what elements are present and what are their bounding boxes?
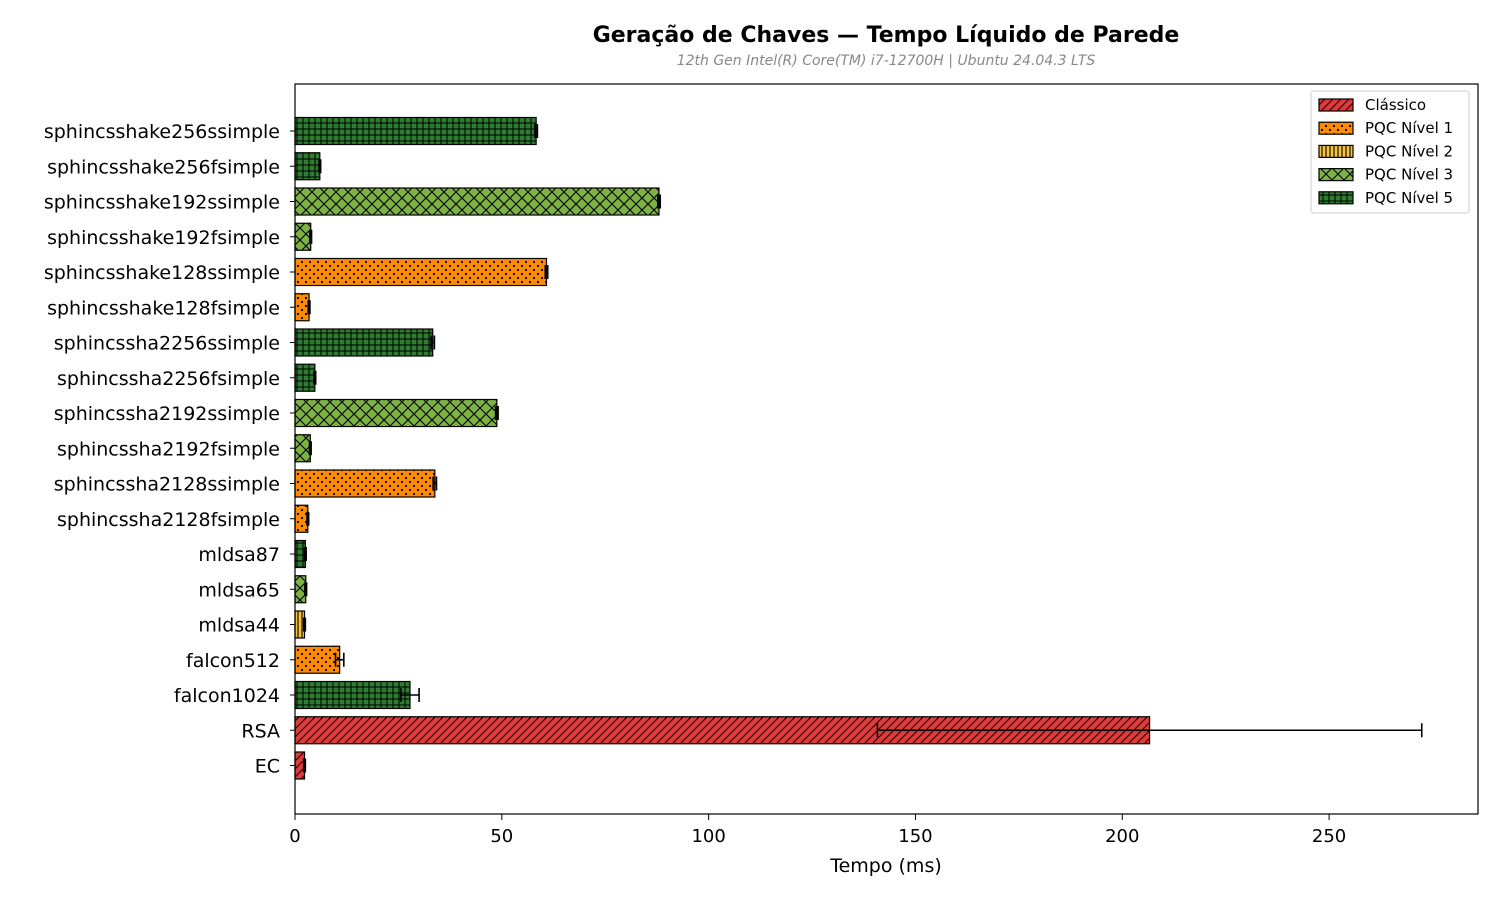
bar-sphincssha2128fsimple (294, 504, 309, 533)
legend-swatch (1318, 168, 1354, 182)
legend-label: PQC Nível 5 (1365, 189, 1453, 207)
legend-label: PQC Nível 1 (1365, 119, 1453, 137)
error-bar-sphincsshake192fsimple (309, 229, 313, 244)
bar-sphincsshake256fsimple (294, 152, 321, 181)
x-tick-label: 250 (1312, 826, 1346, 847)
bar-sphincssha2128ssimple (294, 469, 436, 498)
error-bar-falcon1024 (400, 688, 420, 702)
legend-item: PQC Nível 3 (1318, 166, 1453, 184)
plot-frame (294, 83, 1479, 815)
error-bar-sphincsshake192ssimple (656, 194, 662, 209)
legend-label: PQC Nível 2 (1365, 142, 1453, 160)
y-tick-label: sphincssha2192ssimple (54, 403, 280, 425)
legend-swatch (1318, 191, 1354, 205)
error-bar-sphincsshake256fsimple (318, 159, 322, 174)
y-tick-label: sphincssha2128ssimple (54, 474, 280, 496)
bar-sphincsshake192ssimple (294, 187, 660, 216)
legend-item: Clássico (1318, 96, 1426, 114)
y-tick-label: falcon512 (186, 650, 280, 672)
y-axis: sphincsshake256ssimple sphincsshake256fsi… (44, 121, 295, 778)
bar-sphincsshake128ssimple (294, 257, 548, 287)
legend-label: PQC Nível 3 (1365, 166, 1453, 184)
bar-falcon512 (294, 645, 341, 674)
x-tick-label: 150 (898, 826, 932, 847)
error-bar-rsa (876, 723, 1423, 738)
legend-box (1310, 90, 1470, 214)
error-bar-sphincsshake128ssimple (544, 265, 549, 279)
bar-sphincsshake192fsimple (294, 222, 312, 251)
error-bar-mldsa65 (304, 582, 308, 597)
y-tick-label: falcon1024 (174, 685, 280, 707)
error-bar-sphincsshake128fsimple (307, 300, 311, 315)
y-tick-label: sphincsshake192ssimple (44, 192, 280, 214)
bar-sphincssha2192ssimple (294, 398, 498, 428)
legend-item: PQC Nível 2 (1318, 142, 1453, 160)
x-tick-label: 200 (1105, 826, 1139, 847)
x-axis-label: Tempo (ms) (829, 855, 942, 877)
bar-falcon1024 (294, 680, 411, 710)
x-tick-label: 0 (289, 826, 300, 847)
error-bar-sphincssha2128ssimple (432, 476, 438, 491)
error-bar-mldsa44 (302, 617, 307, 632)
y-tick-label: sphincsshake128fsimple (47, 297, 280, 319)
error-bar-sphincssha2192fsimple (308, 441, 312, 456)
legend-label: Clássico (1365, 96, 1426, 114)
x-axis: 0 50 100 150 200 250 (289, 814, 1346, 847)
y-tick-label: sphincsshake192fsimple (47, 227, 280, 249)
error-bar-falcon512 (334, 652, 345, 667)
error-bar-sphincssha2192ssimple (494, 406, 499, 420)
chart-subtitle: 12th Gen Intel(R) Core(TM) i7-12700H | U… (677, 53, 1096, 69)
y-tick-label: sphincssha2256ssimple (54, 333, 280, 355)
bar-sphincsshake128fsimple (294, 293, 310, 322)
y-tick-label: sphincsshake128ssimple (44, 262, 280, 284)
error-bar-sphincsshake256ssimple (534, 124, 539, 138)
y-tick-label: sphincssha2192fsimple (57, 438, 280, 460)
y-tick-label: RSA (241, 720, 280, 742)
legend-swatch (1318, 144, 1354, 158)
bars-layer (294, 116, 1151, 780)
legend-swatch (1318, 121, 1354, 135)
legend-item: PQC Nível 1 (1318, 119, 1453, 137)
error-bar-mldsa87 (303, 547, 307, 561)
x-tick-label: 50 (490, 826, 513, 847)
y-tick-label: sphincsshake256ssimple (44, 121, 280, 143)
y-tick-label: sphincssha2128fsimple (57, 509, 280, 531)
y-tick-label: mldsa65 (198, 579, 280, 601)
bar-sphincssha2192fsimple (294, 434, 311, 463)
x-tick-label: 100 (691, 826, 725, 847)
chart-title: Geração de Chaves — Tempo Líquido de Par… (593, 23, 1180, 48)
y-tick-label: sphincssha2256fsimple (57, 368, 280, 390)
error-bar-ec (302, 758, 307, 773)
y-tick-label: mldsa87 (198, 544, 280, 566)
error-bar-sphincssha2128fsimple (306, 511, 310, 526)
error-bar-sphincssha2256fsimple (313, 370, 317, 385)
bar-sphincssha2256fsimple (294, 363, 316, 392)
legend-swatch (1318, 98, 1354, 112)
error-bars-layer (302, 124, 1423, 773)
bar-sphincssha2256ssimple (294, 328, 434, 357)
legend-item: PQC Nível 5 (1318, 189, 1453, 207)
y-tick-label: EC (255, 756, 280, 778)
legend: Clássico PQC Nível 1 PQC Nível 2 PQC Nível … (1310, 90, 1470, 214)
bar-sphincsshake256ssimple (294, 116, 537, 146)
error-bar-sphincssha2256ssimple (430, 335, 436, 350)
y-tick-label: sphincsshake256fsimple (47, 156, 280, 178)
y-tick-label: mldsa44 (198, 615, 280, 637)
